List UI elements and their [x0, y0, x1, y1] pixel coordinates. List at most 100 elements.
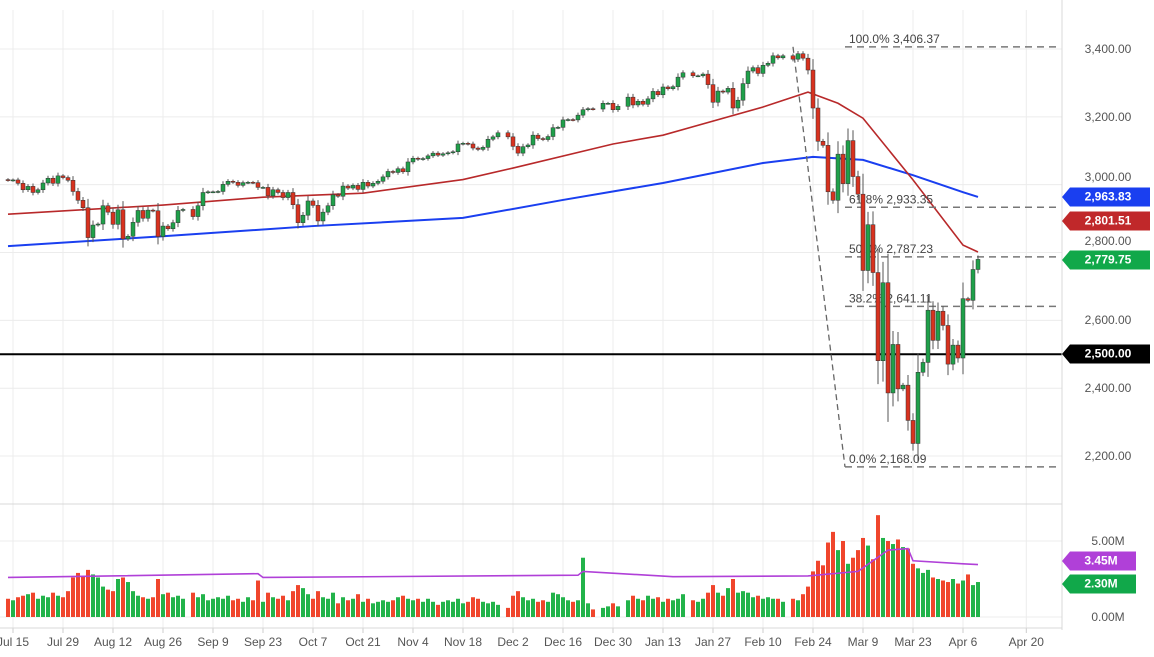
volume-bar	[16, 597, 20, 617]
volume-bar	[236, 598, 240, 617]
candle-body	[250, 182, 256, 184]
volume-bar	[261, 601, 265, 617]
volume-bar	[41, 595, 45, 617]
volume-bar	[451, 601, 455, 617]
candle-body	[120, 209, 126, 240]
volume-bar	[146, 598, 150, 617]
volume-bar	[611, 603, 615, 617]
volume-bar	[586, 603, 590, 617]
candle-body	[20, 183, 26, 191]
time-tick-label: Oct 21	[345, 635, 381, 649]
candle-body	[85, 207, 91, 238]
volume-bar	[396, 597, 400, 617]
candle-body	[295, 204, 301, 223]
time-tick-label: Sep 23	[243, 635, 283, 649]
volume-bar	[746, 592, 750, 617]
volume-bar	[376, 601, 380, 617]
volume-bar	[841, 541, 845, 617]
volume-bar	[901, 547, 905, 617]
candle-body	[480, 147, 486, 150]
candle-body	[915, 372, 921, 444]
candle-body	[305, 200, 311, 216]
candle-body	[560, 119, 566, 128]
volume-bar	[206, 600, 210, 617]
volume-bar	[661, 601, 665, 617]
candle-body	[825, 145, 831, 193]
volume-bar	[231, 600, 235, 617]
candle-body	[65, 177, 71, 181]
volume-bar	[881, 537, 885, 617]
candle-body	[10, 179, 16, 182]
volume-bar	[816, 560, 820, 617]
volume-bar	[876, 515, 880, 617]
candle-body	[755, 67, 761, 74]
volume-bar	[366, 598, 370, 617]
volume-bar	[51, 592, 55, 617]
volume-bar	[891, 544, 895, 617]
candle-body	[390, 171, 396, 173]
candle-body	[800, 53, 806, 59]
candle-body	[375, 181, 381, 184]
candle-body	[710, 84, 716, 103]
volume-bar	[961, 580, 965, 617]
candle-body	[695, 75, 701, 78]
volume-bar	[836, 550, 840, 617]
volume-bar	[951, 579, 955, 617]
volume-bar	[226, 595, 230, 617]
volume-bar	[276, 598, 280, 617]
candle-body	[565, 119, 571, 121]
candle-body	[165, 225, 171, 230]
volume-bar	[421, 601, 425, 617]
candle-body	[415, 157, 421, 160]
volume-bar	[801, 594, 805, 617]
candle-body	[220, 184, 226, 192]
candle-body	[70, 180, 76, 192]
volume-bar	[26, 594, 30, 617]
volume-bar	[626, 600, 630, 617]
candle-body	[150, 209, 156, 212]
volume-bar	[156, 579, 160, 617]
volume-bar	[956, 583, 960, 617]
candle-body	[630, 96, 636, 106]
candle-body	[925, 309, 931, 363]
volume-bar	[826, 542, 830, 617]
volume-bar	[691, 600, 695, 617]
candle-body	[770, 55, 776, 64]
volume-bar	[131, 591, 135, 617]
last-price-badge: 2,779.75	[1062, 250, 1150, 270]
volume-bar	[666, 598, 670, 617]
volume-last-badge: 2.30M	[1062, 574, 1136, 594]
time-tick-label: Dec 2	[497, 635, 529, 649]
candle-body	[815, 107, 821, 142]
volume-bar	[916, 568, 920, 617]
candle-body	[530, 134, 536, 146]
candle-body	[95, 223, 101, 226]
fibonacci-level-label: 61.8% 2,933.35	[849, 192, 933, 206]
candle-body	[345, 185, 351, 189]
volume-bar	[271, 597, 275, 617]
volume-bar	[191, 592, 195, 617]
candle-body	[125, 235, 131, 240]
fibonacci-level-label: 100.0% 3,406.37	[849, 32, 940, 46]
candle-body	[310, 200, 316, 206]
candle-body	[380, 176, 386, 182]
volume-bar	[31, 592, 35, 617]
volume-bar	[741, 591, 745, 617]
volume-bar	[676, 598, 680, 617]
volume-bar	[291, 591, 295, 617]
candle-body	[245, 182, 251, 184]
volume-bar	[86, 569, 90, 617]
candle-body	[640, 100, 646, 105]
price-tick-label: 2,600.00	[1084, 313, 1132, 328]
candle-body	[545, 136, 551, 140]
volume-bar	[806, 586, 810, 617]
candle-body	[35, 189, 41, 193]
volume-bar	[736, 592, 740, 617]
volume-bar	[266, 592, 270, 617]
candle-body	[920, 362, 926, 373]
candle-body	[240, 182, 246, 186]
candle-body	[155, 210, 161, 237]
volume-bar	[481, 601, 485, 617]
